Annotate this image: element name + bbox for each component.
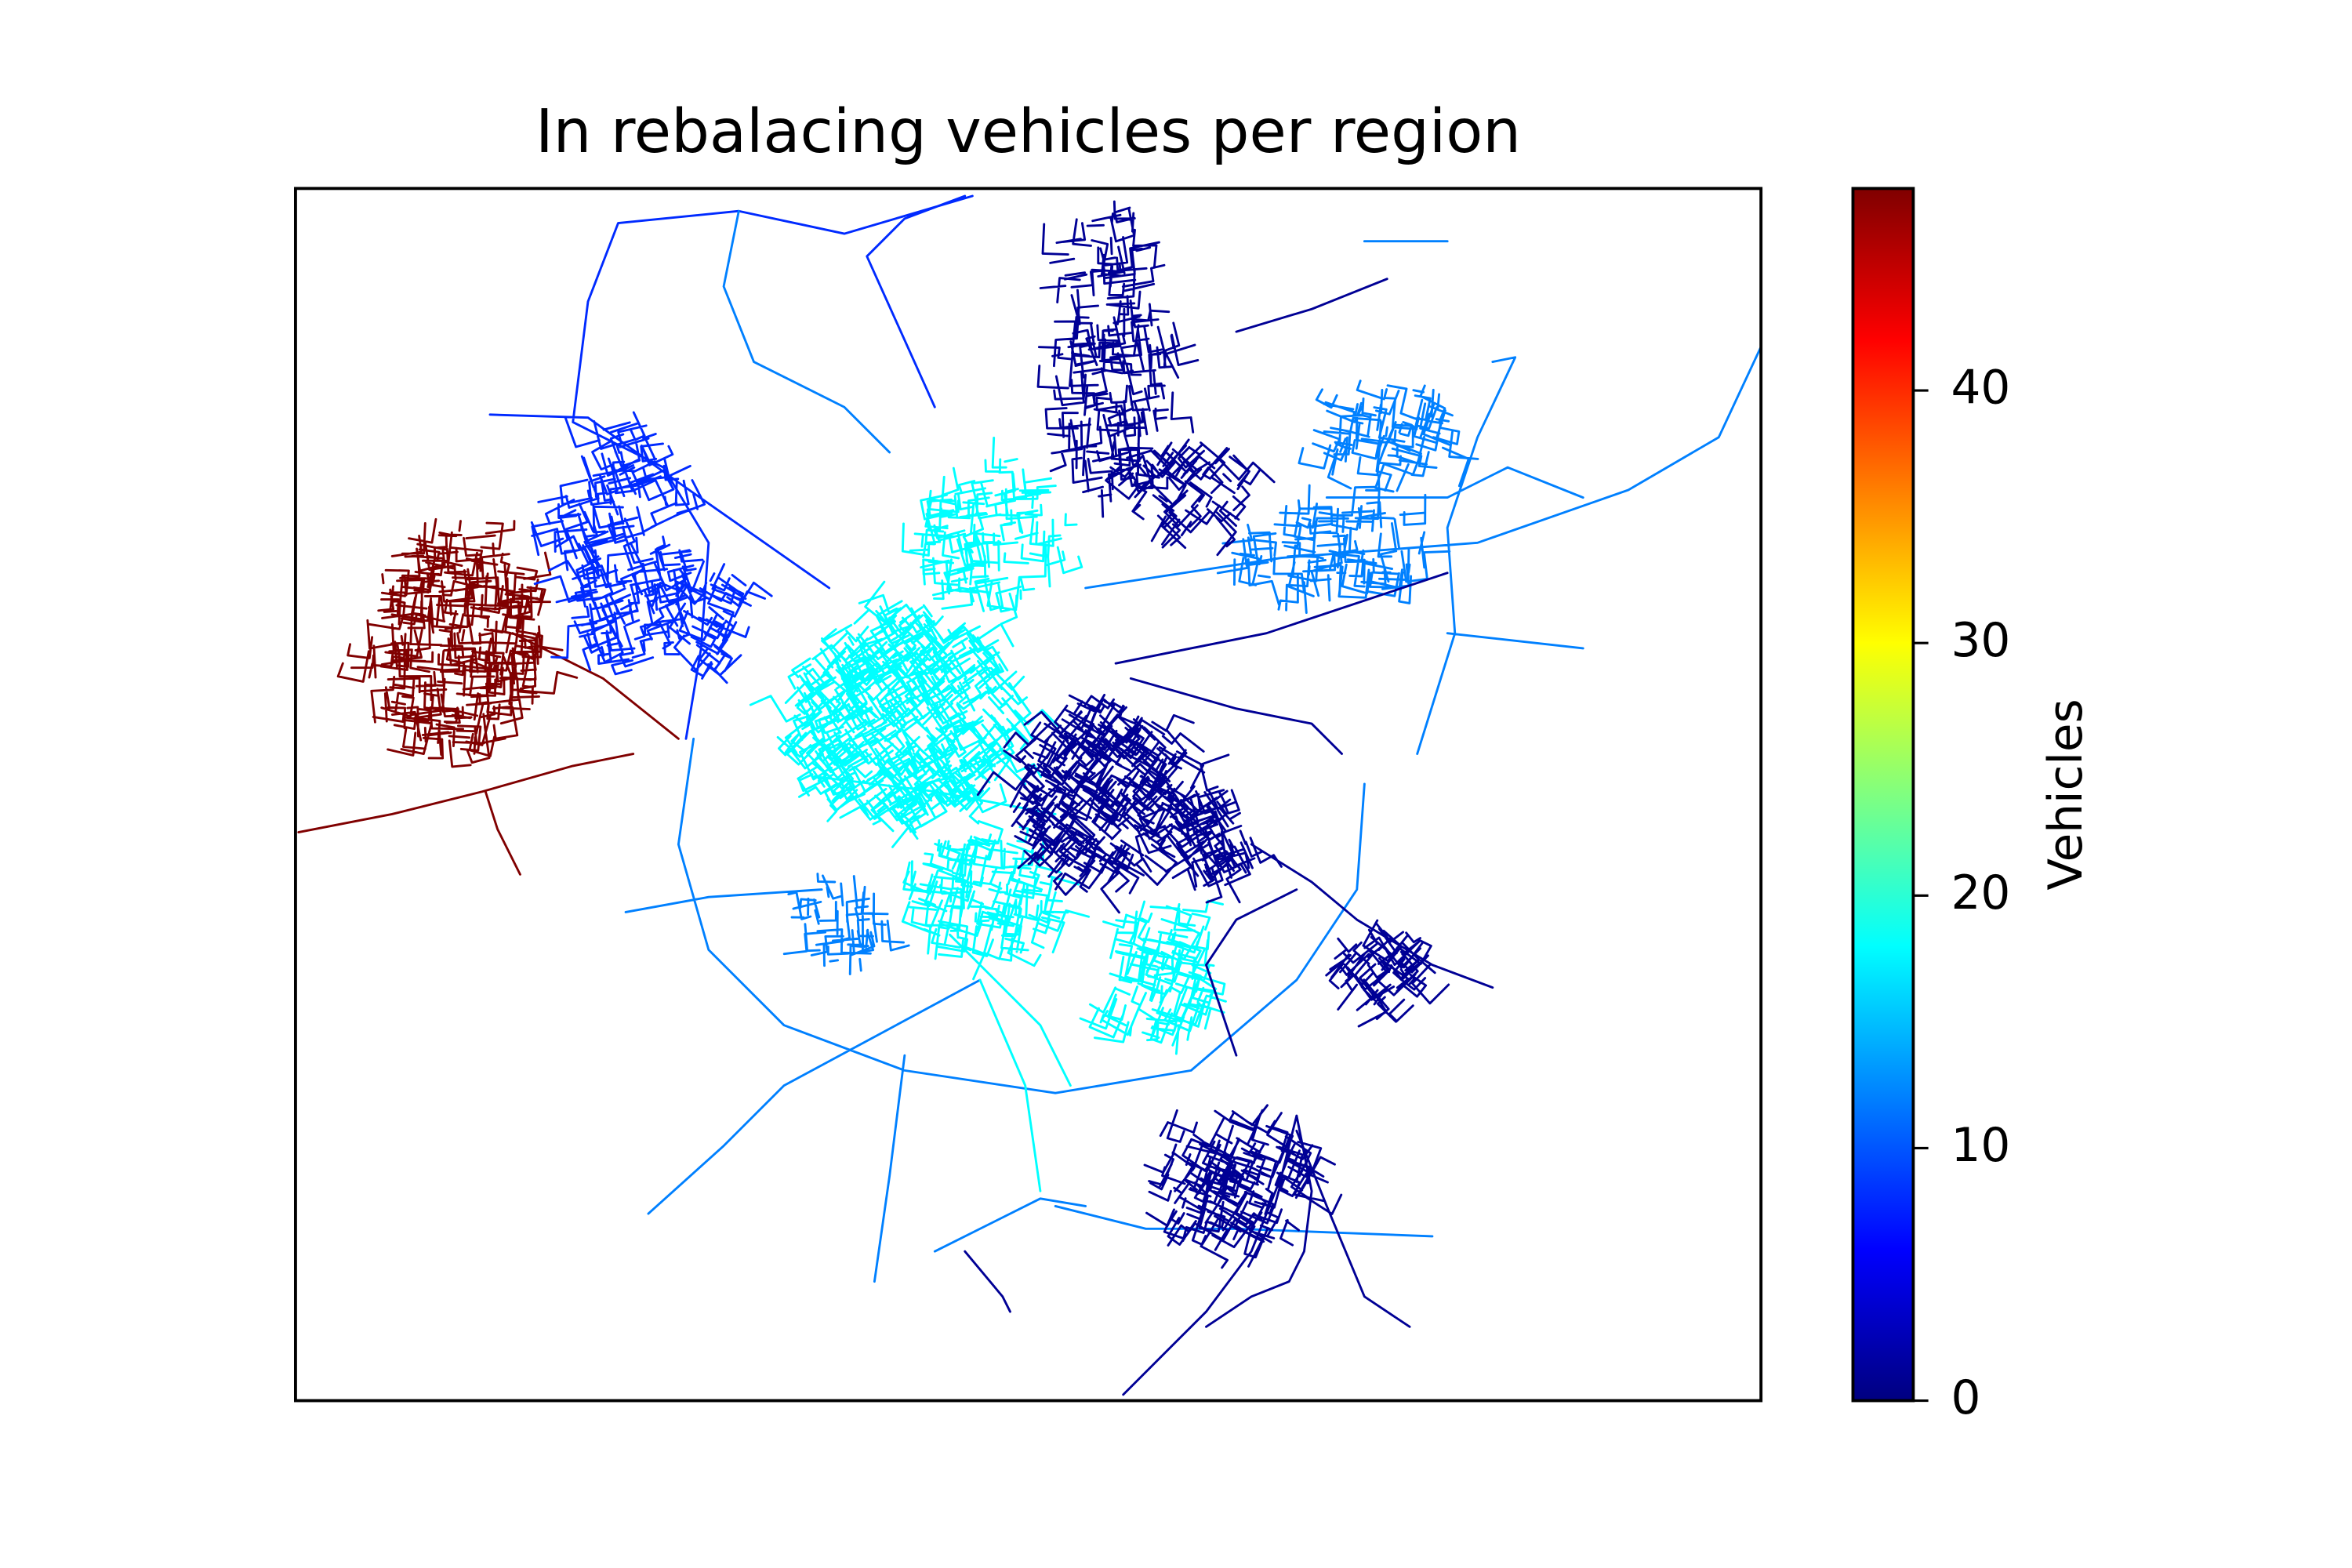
region-roads: [964, 200, 1494, 1396]
region-roads: [749, 437, 1227, 1192]
colorbar: [1851, 187, 1915, 1403]
colorbar-tick-label: 20: [1951, 866, 2010, 920]
region-roads: [297, 517, 680, 876]
colorbar-ticks: 0 10 20 30 40: [1913, 361, 2010, 1425]
colorbar-tick-label: 0: [1951, 1371, 1980, 1425]
chart-title: In rebalacing vehicles per region: [535, 97, 1521, 167]
axes-frame: [294, 187, 1763, 1403]
region-roads: [488, 194, 974, 740]
colorbar-tick-label: 30: [1951, 614, 2010, 668]
colorbar-tick-label: 10: [1951, 1119, 2010, 1173]
road-network: [297, 194, 1762, 1396]
colorbar-label: Vehicles: [2039, 699, 2093, 890]
region-roads: [624, 209, 1762, 1283]
colorbar-tick-label: 40: [1951, 361, 2010, 416]
